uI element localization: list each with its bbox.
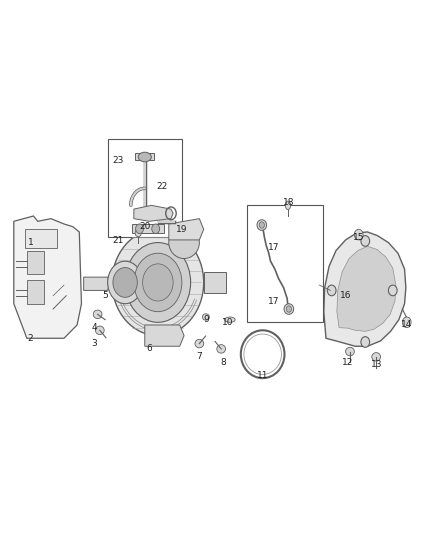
Ellipse shape [389,285,397,296]
Text: 1: 1 [28,238,33,247]
Text: 8: 8 [220,358,226,367]
Text: 22: 22 [157,182,168,191]
Polygon shape [324,232,406,346]
Ellipse shape [346,348,354,356]
Ellipse shape [138,152,151,162]
Text: 7: 7 [197,352,202,361]
Ellipse shape [257,220,267,230]
Ellipse shape [403,317,411,328]
Text: 10: 10 [222,318,233,327]
Bar [247,205,323,322]
Text: 21: 21 [112,237,124,246]
Polygon shape [25,229,57,248]
Ellipse shape [108,261,143,304]
Text: 3: 3 [92,339,97,348]
Polygon shape [145,325,184,346]
Ellipse shape [169,227,199,259]
Polygon shape [132,224,164,233]
Ellipse shape [143,264,173,301]
Ellipse shape [225,317,235,322]
Ellipse shape [361,236,370,246]
Text: 17: 17 [268,296,279,305]
Text: 19: 19 [176,225,187,234]
Text: 15: 15 [353,233,364,242]
Polygon shape [169,219,204,240]
Text: 4: 4 [92,323,97,332]
Ellipse shape [135,229,141,237]
Text: 13: 13 [371,360,383,369]
Text: 5: 5 [102,291,108,300]
Ellipse shape [112,229,204,336]
Ellipse shape [361,337,370,348]
Polygon shape [84,277,110,290]
Ellipse shape [95,326,104,335]
Text: 17: 17 [268,244,279,253]
Text: 11: 11 [257,371,268,380]
Ellipse shape [327,285,336,296]
Text: 16: 16 [340,291,351,300]
Text: 14: 14 [401,320,413,329]
Polygon shape [14,216,81,338]
Ellipse shape [259,222,265,228]
Ellipse shape [286,306,291,312]
Text: 18: 18 [283,198,295,207]
Ellipse shape [195,340,204,348]
Polygon shape [27,251,44,274]
Ellipse shape [202,314,209,320]
Polygon shape [27,280,44,304]
Ellipse shape [134,253,182,312]
Ellipse shape [217,345,226,353]
Text: 20: 20 [139,222,151,231]
Ellipse shape [136,224,144,233]
Ellipse shape [113,268,138,297]
Polygon shape [337,246,396,332]
Text: 2: 2 [28,334,33,343]
Ellipse shape [354,229,363,240]
Ellipse shape [93,310,102,319]
Text: 9: 9 [203,315,209,324]
Bar [108,139,182,237]
Polygon shape [204,272,226,293]
Ellipse shape [372,353,381,361]
Ellipse shape [286,201,290,209]
Polygon shape [135,154,154,160]
Text: 6: 6 [146,344,152,353]
Ellipse shape [125,243,191,322]
Ellipse shape [152,224,159,233]
Polygon shape [134,205,173,221]
Text: 12: 12 [342,358,353,367]
Text: 23: 23 [112,156,124,165]
Ellipse shape [284,304,293,314]
